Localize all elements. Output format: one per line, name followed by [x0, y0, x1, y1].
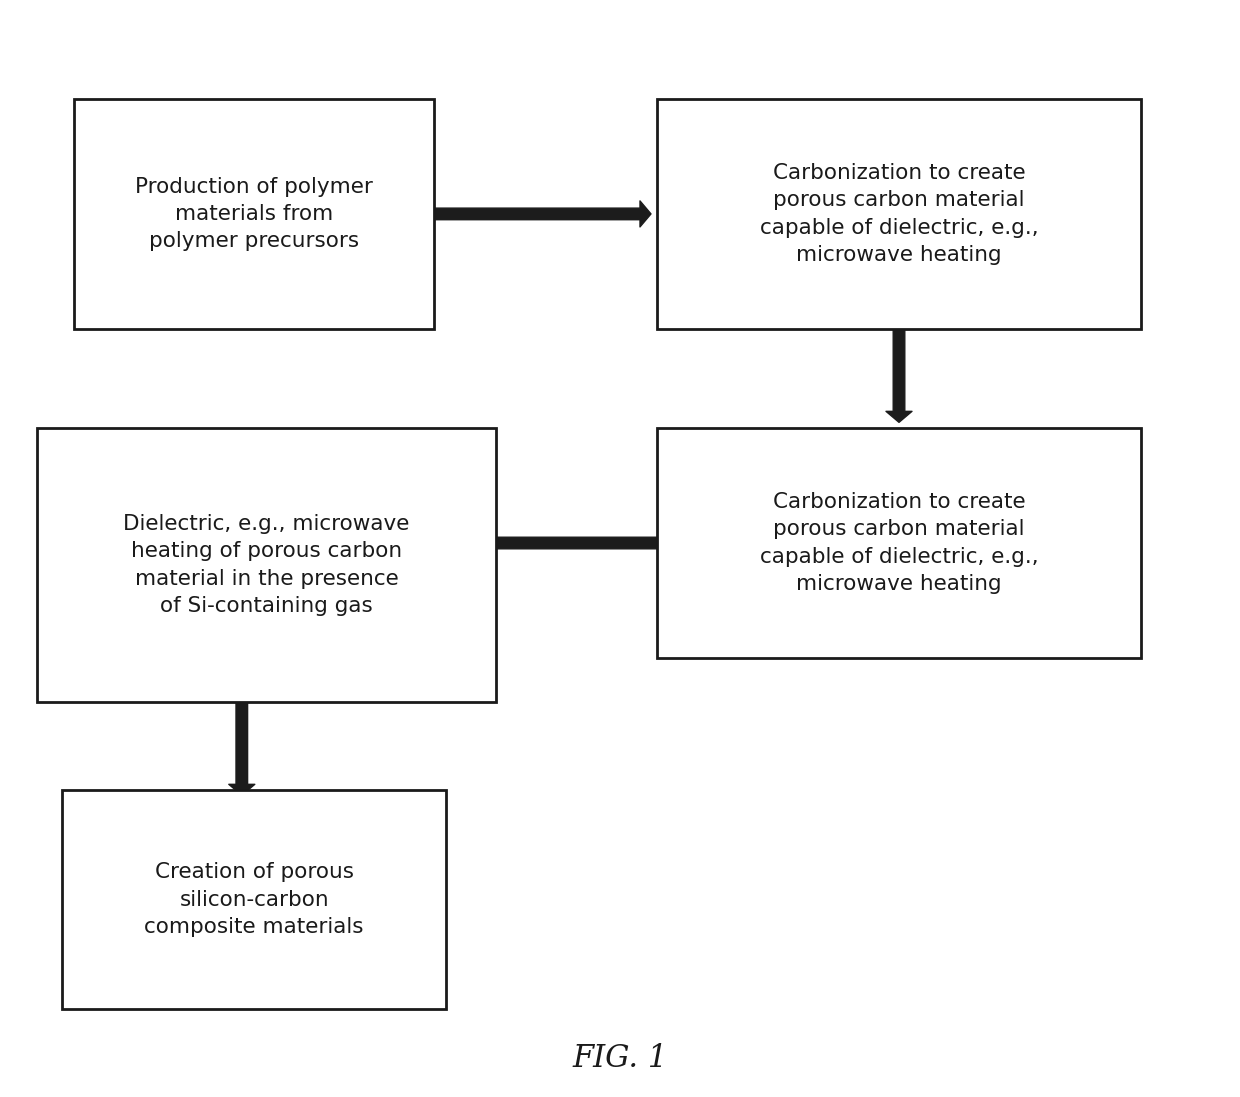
Text: Carbonization to create
porous carbon material
capable of dielectric, e.g.,
micr: Carbonization to create porous carbon ma… — [760, 493, 1038, 593]
FancyBboxPatch shape — [657, 428, 1141, 658]
Text: Dielectric, e.g., microwave
heating of porous carbon
material in the presence
of: Dielectric, e.g., microwave heating of p… — [124, 514, 409, 615]
Text: Carbonization to create
porous carbon material
capable of dielectric, e.g.,
micr: Carbonization to create porous carbon ma… — [760, 163, 1038, 264]
Text: Production of polymer
materials from
polymer precursors: Production of polymer materials from pol… — [135, 177, 373, 251]
FancyBboxPatch shape — [62, 790, 446, 1009]
FancyBboxPatch shape — [37, 428, 496, 702]
FancyBboxPatch shape — [657, 99, 1141, 329]
Text: FIG. 1: FIG. 1 — [573, 1043, 667, 1074]
Text: Creation of porous
silicon-carbon
composite materials: Creation of porous silicon-carbon compos… — [144, 862, 365, 937]
FancyBboxPatch shape — [74, 99, 434, 329]
